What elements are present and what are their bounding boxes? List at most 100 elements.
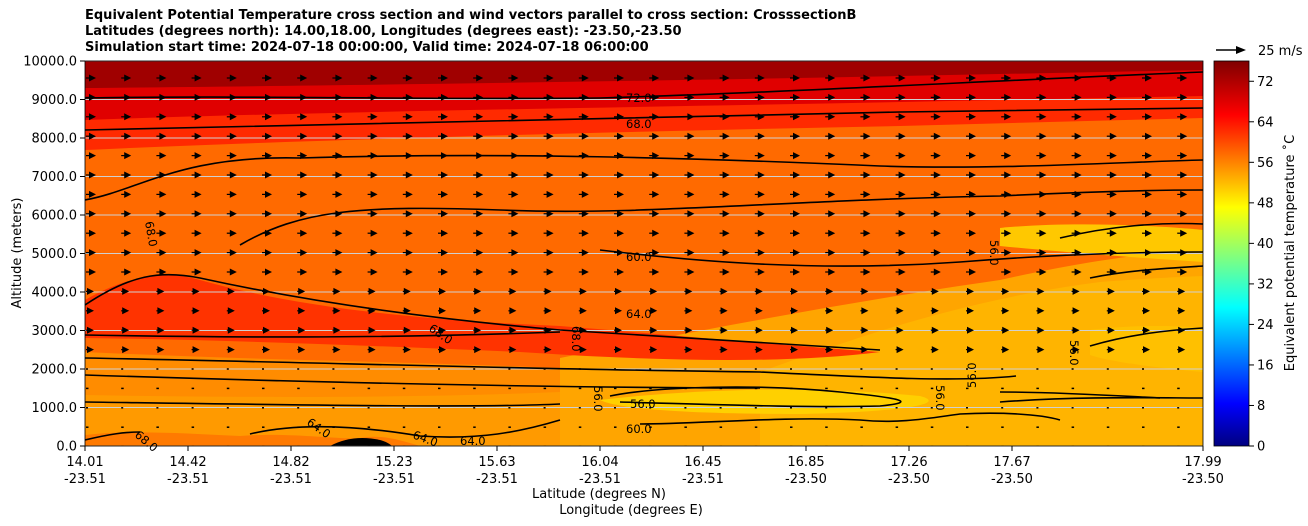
wind-arrow <box>1071 74 1082 82</box>
wind-arrow <box>754 190 765 198</box>
wind-arrow <box>790 93 800 101</box>
y-tick-label: 8000.0 <box>32 132 78 147</box>
wind-arrow <box>1177 132 1188 140</box>
wind-arrow <box>332 287 341 295</box>
wind-arrow <box>719 210 730 218</box>
wind-arrow <box>86 249 96 257</box>
wind-arrow <box>754 113 765 121</box>
wind-arrow <box>860 307 869 315</box>
wind-arrow <box>825 113 836 121</box>
wind-arrow <box>1036 171 1047 179</box>
wind-arrow <box>1177 346 1186 354</box>
wind-arrow <box>402 307 411 315</box>
contour-label: 72.0 <box>626 91 652 105</box>
y-tick-label: 0.0 <box>56 440 77 455</box>
wind-arrow <box>367 307 376 315</box>
wind-arrow <box>1071 307 1080 315</box>
wind-arrow <box>719 307 728 315</box>
wind-arrow <box>121 268 132 276</box>
wind-arrow <box>332 113 343 121</box>
wind-arrow <box>262 249 272 257</box>
wind-arrow <box>473 132 484 140</box>
wind-arrow <box>614 210 624 218</box>
wind-arrow <box>473 287 482 295</box>
x-tick-label-lon: -23.51 <box>579 472 621 487</box>
colorbar-tick-label: 64 <box>1257 115 1274 130</box>
wind-arrow <box>860 287 869 295</box>
wind-arrow <box>825 229 836 237</box>
wind-arrow <box>719 74 730 82</box>
wind-arrow <box>649 268 660 276</box>
wind-arrow <box>297 346 306 354</box>
quiver-key-arrowhead <box>1236 46 1246 54</box>
wind-arrow <box>754 287 763 295</box>
wind-arrow <box>578 287 587 295</box>
wind-arrow <box>1001 268 1012 276</box>
wind-arrow <box>121 346 130 354</box>
wind-arrow <box>684 229 695 237</box>
wind-arrow <box>966 132 976 140</box>
wind-arrow <box>1036 268 1047 276</box>
wind-arrow <box>402 74 413 82</box>
contour-label: 68.0 <box>626 117 652 131</box>
wind-arrow <box>262 113 272 121</box>
wind-arrow <box>1142 190 1152 198</box>
wind-arrow <box>754 93 765 101</box>
wind-arrow <box>930 132 941 140</box>
wind-arrow <box>367 249 378 257</box>
wind-arrow <box>614 132 624 140</box>
wind-arrow <box>473 326 482 334</box>
wind-arrow <box>719 190 730 198</box>
wind-arrow <box>86 152 96 160</box>
wind-arrow <box>191 152 202 160</box>
wind-arrow <box>1177 190 1188 198</box>
wind-arrow <box>473 307 482 315</box>
wind-arrow <box>614 171 624 179</box>
wind-arrow <box>191 93 202 101</box>
wind-arrow <box>1001 93 1012 101</box>
wind-arrow <box>966 326 974 334</box>
wind-arrow <box>156 132 167 140</box>
wind-arrow <box>825 152 836 160</box>
wind-arrow <box>966 113 976 121</box>
wind-arrow <box>367 152 378 160</box>
x-axis: 14.01 -23.51 14.42 -23.51 14.82 -23.51 15.23 -2… <box>64 446 1224 487</box>
wind-arrow <box>1142 171 1152 179</box>
x-tick-label-lat: 15.63 <box>478 455 515 470</box>
wind-arrow <box>578 249 589 257</box>
wind-arrow <box>966 93 976 101</box>
wind-arrow <box>1071 152 1082 160</box>
wind-arrow <box>332 93 343 101</box>
wind-arrow <box>825 307 834 315</box>
wind-arrow <box>86 171 96 179</box>
colorbar: 0 8 16 24 32 40 48 56 64 72 <box>1213 60 1274 455</box>
wind-arrow <box>1036 326 1045 334</box>
wind-arrow <box>508 132 519 140</box>
wind-arrow <box>895 74 906 82</box>
wind-arrow <box>754 132 765 140</box>
wind-arrow <box>895 307 904 315</box>
wind-arrow <box>930 152 941 160</box>
wind-arrow <box>1177 74 1188 82</box>
wind-arrow <box>402 287 411 295</box>
wind-arrow <box>1036 74 1047 82</box>
wind-arrow <box>1001 171 1012 179</box>
wind-arrow <box>438 249 448 257</box>
wind-arrow <box>1071 287 1080 295</box>
wind-arrow <box>156 190 167 198</box>
wind-arrow <box>860 268 871 276</box>
wind-arrow <box>578 326 587 334</box>
wind-arrow <box>649 190 660 198</box>
colorbar-tick-label: 56 <box>1257 156 1274 171</box>
wind-arrow <box>297 74 308 82</box>
wind-arrow <box>930 268 941 276</box>
wind-arrow <box>226 326 235 334</box>
wind-arrow <box>1106 346 1115 354</box>
y-tick-label: 3000.0 <box>32 324 78 339</box>
wind-arrow <box>367 93 378 101</box>
wind-arrow <box>508 171 519 179</box>
x-tick-label-lat: 16.45 <box>684 455 721 470</box>
wind-arrow <box>438 326 446 334</box>
wind-arrow <box>156 152 167 160</box>
wind-arrow <box>367 74 378 82</box>
